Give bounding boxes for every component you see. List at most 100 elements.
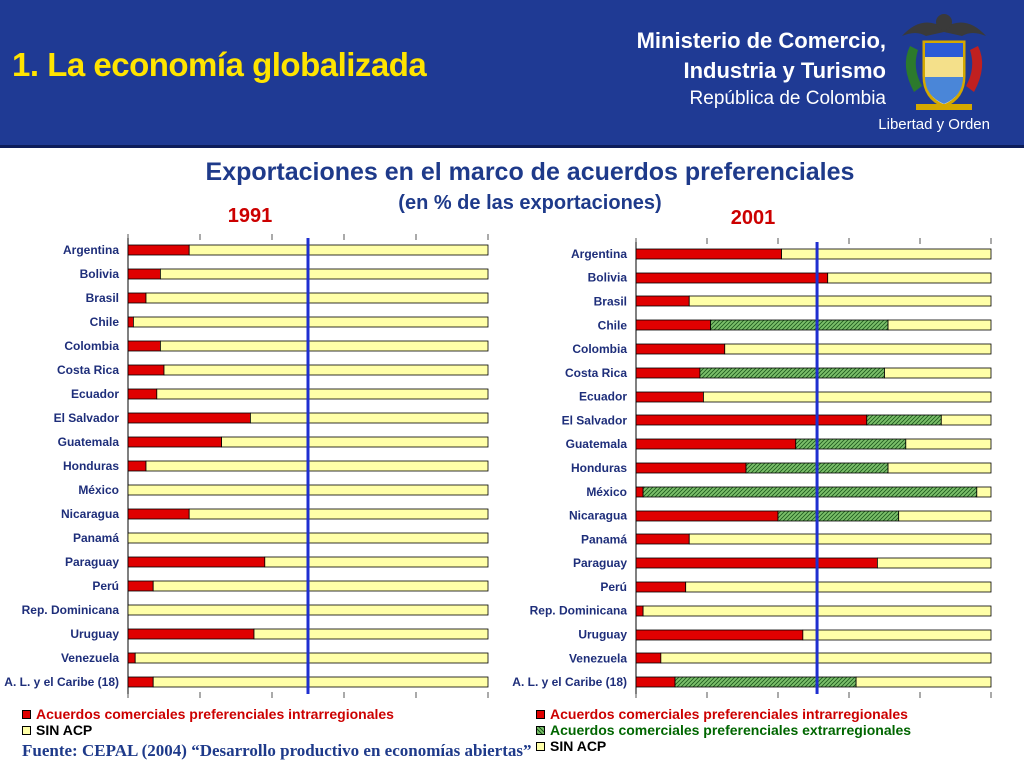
bar-segment-intra (127, 460, 147, 472)
panel-year-label: 2001 (731, 207, 776, 229)
bar-segment-intra (635, 367, 701, 379)
legend-swatch-intra (22, 710, 31, 719)
bar-segment-sin (159, 268, 489, 280)
chart-subtitle: (en % de las exportaciones) (398, 192, 662, 214)
bar-segment-intra (127, 652, 136, 664)
bar-segment-intra (635, 652, 662, 664)
bar-segment-sin (898, 510, 992, 522)
bar-segment-intra (127, 292, 147, 304)
legend-label-intra: Acuerdos comerciales preferenciales intr… (550, 706, 908, 722)
category-label: Panamá (73, 531, 119, 545)
bar-segment-sin (877, 557, 992, 569)
bar-segment-extra (866, 414, 942, 426)
legend-item-extra: Acuerdos comerciales preferenciales extr… (536, 722, 911, 738)
bar-segment-sin (249, 412, 489, 424)
bar-segment-sin (703, 391, 992, 403)
bar-segment-intra (127, 580, 154, 592)
category-label: México (586, 485, 627, 499)
bar-segment-sin (905, 438, 992, 450)
legend-label-sin: SIN ACP (36, 722, 93, 738)
bar-segment-intra (127, 628, 255, 640)
category-label: Chile (598, 318, 628, 332)
bar-segment-intra (635, 319, 711, 331)
legend-item-intra: Acuerdos comerciales preferenciales intr… (536, 706, 911, 722)
bar-segment-intra (127, 676, 154, 688)
category-label: A. L. y el Caribe (18) (4, 675, 119, 689)
category-label: Venezuela (569, 651, 627, 665)
legend-item-sin: SIN ACP (22, 722, 394, 738)
bar-segment-sin (688, 295, 992, 307)
category-label: Nicaragua (61, 507, 119, 521)
bar-segment-sin (688, 533, 992, 545)
legend-2001: Acuerdos comerciales preferenciales intr… (536, 706, 911, 754)
category-label: Panamá (581, 532, 627, 546)
bar-segment-sin (976, 486, 992, 498)
category-label: A. L. y el Caribe (18) (512, 675, 627, 689)
bar-segment-intra (635, 676, 676, 688)
category-label: Venezuela (61, 651, 119, 665)
bar-segment-sin (887, 319, 992, 331)
category-label: Perú (92, 579, 119, 593)
panel-year-label: 1991 (228, 205, 273, 227)
category-label: El Salvador (562, 413, 628, 427)
category-label: Argentina (63, 243, 119, 257)
bar-segment-sin (660, 652, 992, 664)
category-label: Rep. Dominicana (530, 604, 628, 618)
bar-segment-intra (127, 244, 190, 256)
category-label: Nicaragua (569, 509, 627, 523)
category-label: Brasil (86, 291, 119, 305)
category-label: Costa Rica (565, 366, 627, 380)
category-label: Guatemala (566, 437, 628, 451)
bar-segment-intra (127, 412, 251, 424)
legend-swatch-sin (22, 726, 31, 735)
bar-segment-intra (635, 414, 868, 426)
ministry-line-1: Ministerio de Comercio, (636, 28, 886, 53)
category-label: Perú (600, 580, 627, 594)
bar-segment-extra (699, 367, 885, 379)
bar-segment-intra (635, 462, 747, 474)
bar-segment-extra (777, 510, 900, 522)
bar-segment-intra (127, 508, 190, 520)
bar-segment-sin (188, 508, 489, 520)
category-label: Brasil (594, 294, 627, 308)
category-label: Paraguay (65, 555, 119, 569)
bar-segment-sin (887, 462, 992, 474)
legend-item-intra: Acuerdos comerciales preferenciales intr… (22, 706, 394, 722)
bar-segment-intra (635, 391, 704, 403)
bar-segment-sin (264, 556, 489, 568)
bar-segment-intra (635, 248, 782, 260)
bar-segment-intra (127, 556, 266, 568)
page-title: 1. La economía globalizada (12, 46, 427, 83)
ministry-line-3: República de Colombia (689, 88, 886, 109)
bar-segment-sin (156, 388, 489, 400)
coat-of-arms-icon (902, 14, 986, 110)
category-label: Ecuador (579, 390, 627, 404)
bar-segment-sin (685, 581, 992, 593)
bar-segment-sin (163, 364, 489, 376)
bar-segment-intra (127, 436, 222, 448)
legend-swatch-extra (536, 726, 545, 735)
category-label: Guatemala (58, 435, 120, 449)
bar-segment-intra (635, 343, 726, 355)
legend-label-intra: Acuerdos comerciales preferenciales intr… (36, 706, 394, 722)
bar-segment-intra (635, 533, 690, 545)
bar-segment-sin (145, 460, 489, 472)
bar-segment-sin (724, 343, 992, 355)
legend-item-sin: SIN ACP (536, 738, 911, 754)
bar-segment-sin (940, 414, 992, 426)
category-label: Colombia (64, 339, 119, 353)
bar-segment-intra (635, 486, 644, 498)
category-label: Uruguay (578, 628, 627, 642)
bar-segment-sin (855, 676, 992, 688)
bar-segment-sin (134, 652, 489, 664)
bar-segment-intra (635, 272, 829, 284)
category-label: Argentina (571, 247, 627, 261)
bar-segment-intra (635, 581, 687, 593)
category-label: México (78, 483, 119, 497)
legend-label-extra: Acuerdos comerciales preferenciales extr… (550, 722, 912, 738)
legend-swatch-sin (536, 742, 545, 751)
category-label: Honduras (571, 461, 627, 475)
category-label: Costa Rica (57, 363, 119, 377)
motto-text: Libertad y Orden (878, 116, 990, 133)
bar-segment-sin (781, 248, 992, 260)
